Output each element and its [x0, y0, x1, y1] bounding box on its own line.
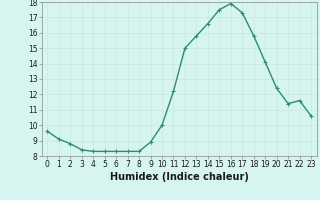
- X-axis label: Humidex (Indice chaleur): Humidex (Indice chaleur): [110, 172, 249, 182]
